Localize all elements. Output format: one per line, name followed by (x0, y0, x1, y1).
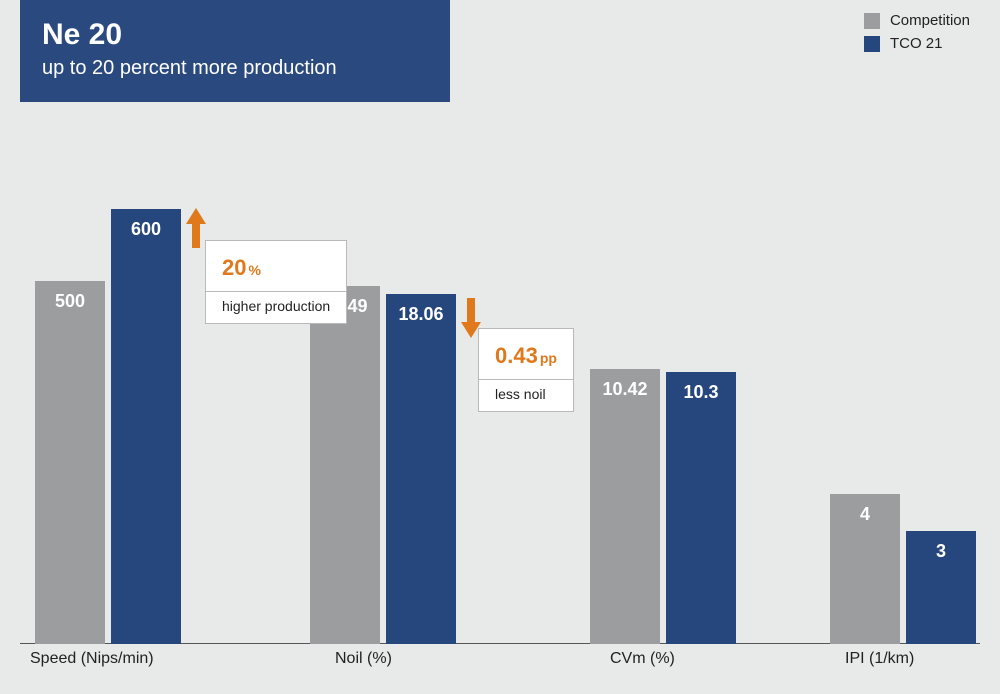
bar: 18.06 (386, 294, 456, 644)
chart-area: 500 600 18.49 18.06 10.42 10.3 43 20%higher pro… (20, 80, 980, 644)
callout-value: 20% (206, 241, 346, 291)
legend-label: TCO 21 (890, 35, 943, 52)
callout-box: 20%higher production (205, 240, 347, 324)
chart-title: Ne 20 (42, 18, 428, 51)
bar-group: 18.49 18.06 (310, 286, 456, 644)
callout-caption: less noil (479, 379, 573, 411)
bar: 18.49 (310, 286, 380, 644)
legend-item: Competition (864, 12, 970, 29)
callout-caption: higher production (206, 291, 346, 323)
bar: 10.3 (666, 372, 736, 644)
bar-value-label: 18.06 (386, 304, 456, 325)
bar: 500 (35, 281, 105, 644)
legend-label: Competition (890, 12, 970, 29)
x-axis-label: Noil (%) (335, 650, 392, 668)
bar: 4 (830, 494, 900, 644)
bar-value-label: 10.42 (590, 379, 660, 400)
x-axis-labels: Speed (Nips/min) Noil (%) CVm (%) IPI (1/km… (20, 650, 980, 680)
bar-value-label: 500 (35, 291, 105, 312)
bar-group: 43 (830, 494, 976, 644)
chart-legend: Competition TCO 21 (864, 12, 970, 58)
x-axis-label: CVm (%) (610, 650, 675, 668)
bar-value-label: 10.3 (666, 382, 736, 403)
bar-group: 10.42 10.3 (590, 369, 736, 644)
callout-value: 0.43pp (479, 329, 573, 379)
legend-item: TCO 21 (864, 35, 970, 52)
chart-subtitle: up to 20 percent more production (42, 57, 428, 80)
bar-value-label: 3 (906, 541, 976, 562)
legend-swatch (864, 13, 880, 29)
bar: 10.42 (590, 369, 660, 644)
x-axis-label: IPI (1/km) (845, 650, 914, 668)
bar-value-label: 600 (111, 219, 181, 240)
bar: 600 (111, 209, 181, 644)
callout-box: 0.43ppless noil (478, 328, 574, 412)
legend-swatch (864, 36, 880, 52)
x-axis-label: Speed (Nips/min) (30, 650, 154, 668)
arrow-up-icon (185, 208, 207, 248)
bar-value-label: 4 (830, 504, 900, 525)
bar-group: 500 600 (35, 209, 181, 644)
bar: 3 (906, 531, 976, 644)
